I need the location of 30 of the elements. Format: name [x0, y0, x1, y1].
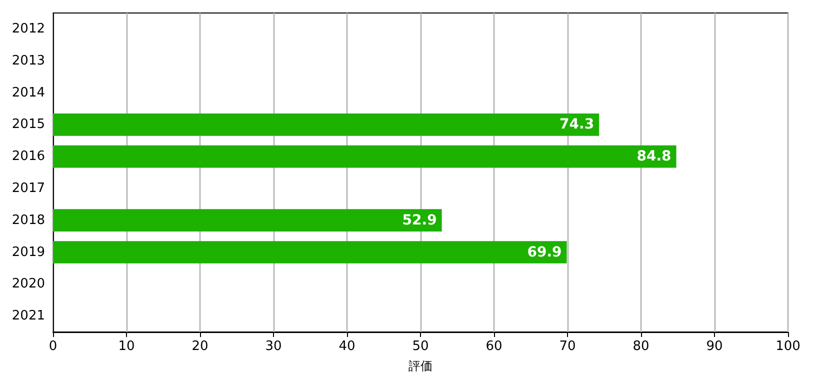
x-tick-label: 60 — [486, 339, 502, 354]
y-tick-label: 2013 — [12, 53, 45, 68]
x-tick-label: 80 — [632, 339, 650, 354]
data-label: 69.9 — [527, 244, 562, 260]
y-tick-label: 2017 — [12, 180, 45, 196]
y-tick-label: 2021 — [12, 308, 45, 324]
y-tick-label: 2012 — [12, 21, 45, 36]
x-tick-label: 100 — [776, 339, 800, 354]
x-tick-label: 30 — [265, 339, 282, 354]
bar — [53, 209, 442, 232]
x-tick-label: 90 — [706, 339, 723, 354]
x-tick-label: 40 — [338, 339, 356, 354]
x-tick-label: 0 — [48, 339, 58, 354]
x-tick-label: 50 — [412, 339, 429, 354]
x-tick-label: 70 — [559, 339, 576, 354]
x-tick-label: 10 — [118, 339, 135, 354]
bar — [53, 145, 676, 168]
x-axis-title: 評価 — [408, 359, 432, 373]
data-label: 84.8 — [636, 148, 672, 165]
y-tick-label: 2018 — [12, 212, 45, 228]
data-label: 74.3 — [560, 116, 594, 133]
data-label: 52.9 — [402, 212, 437, 228]
bar — [53, 241, 567, 264]
y-tick-label: 2019 — [12, 244, 45, 260]
y-tick-label: 2014 — [12, 85, 45, 100]
x-tick-label: 20 — [192, 339, 208, 354]
y-tick-label: 2020 — [12, 276, 45, 292]
bar — [53, 113, 600, 136]
y-tick-label: 2016 — [12, 149, 45, 164]
y-tick-label: 2015 — [12, 117, 45, 132]
